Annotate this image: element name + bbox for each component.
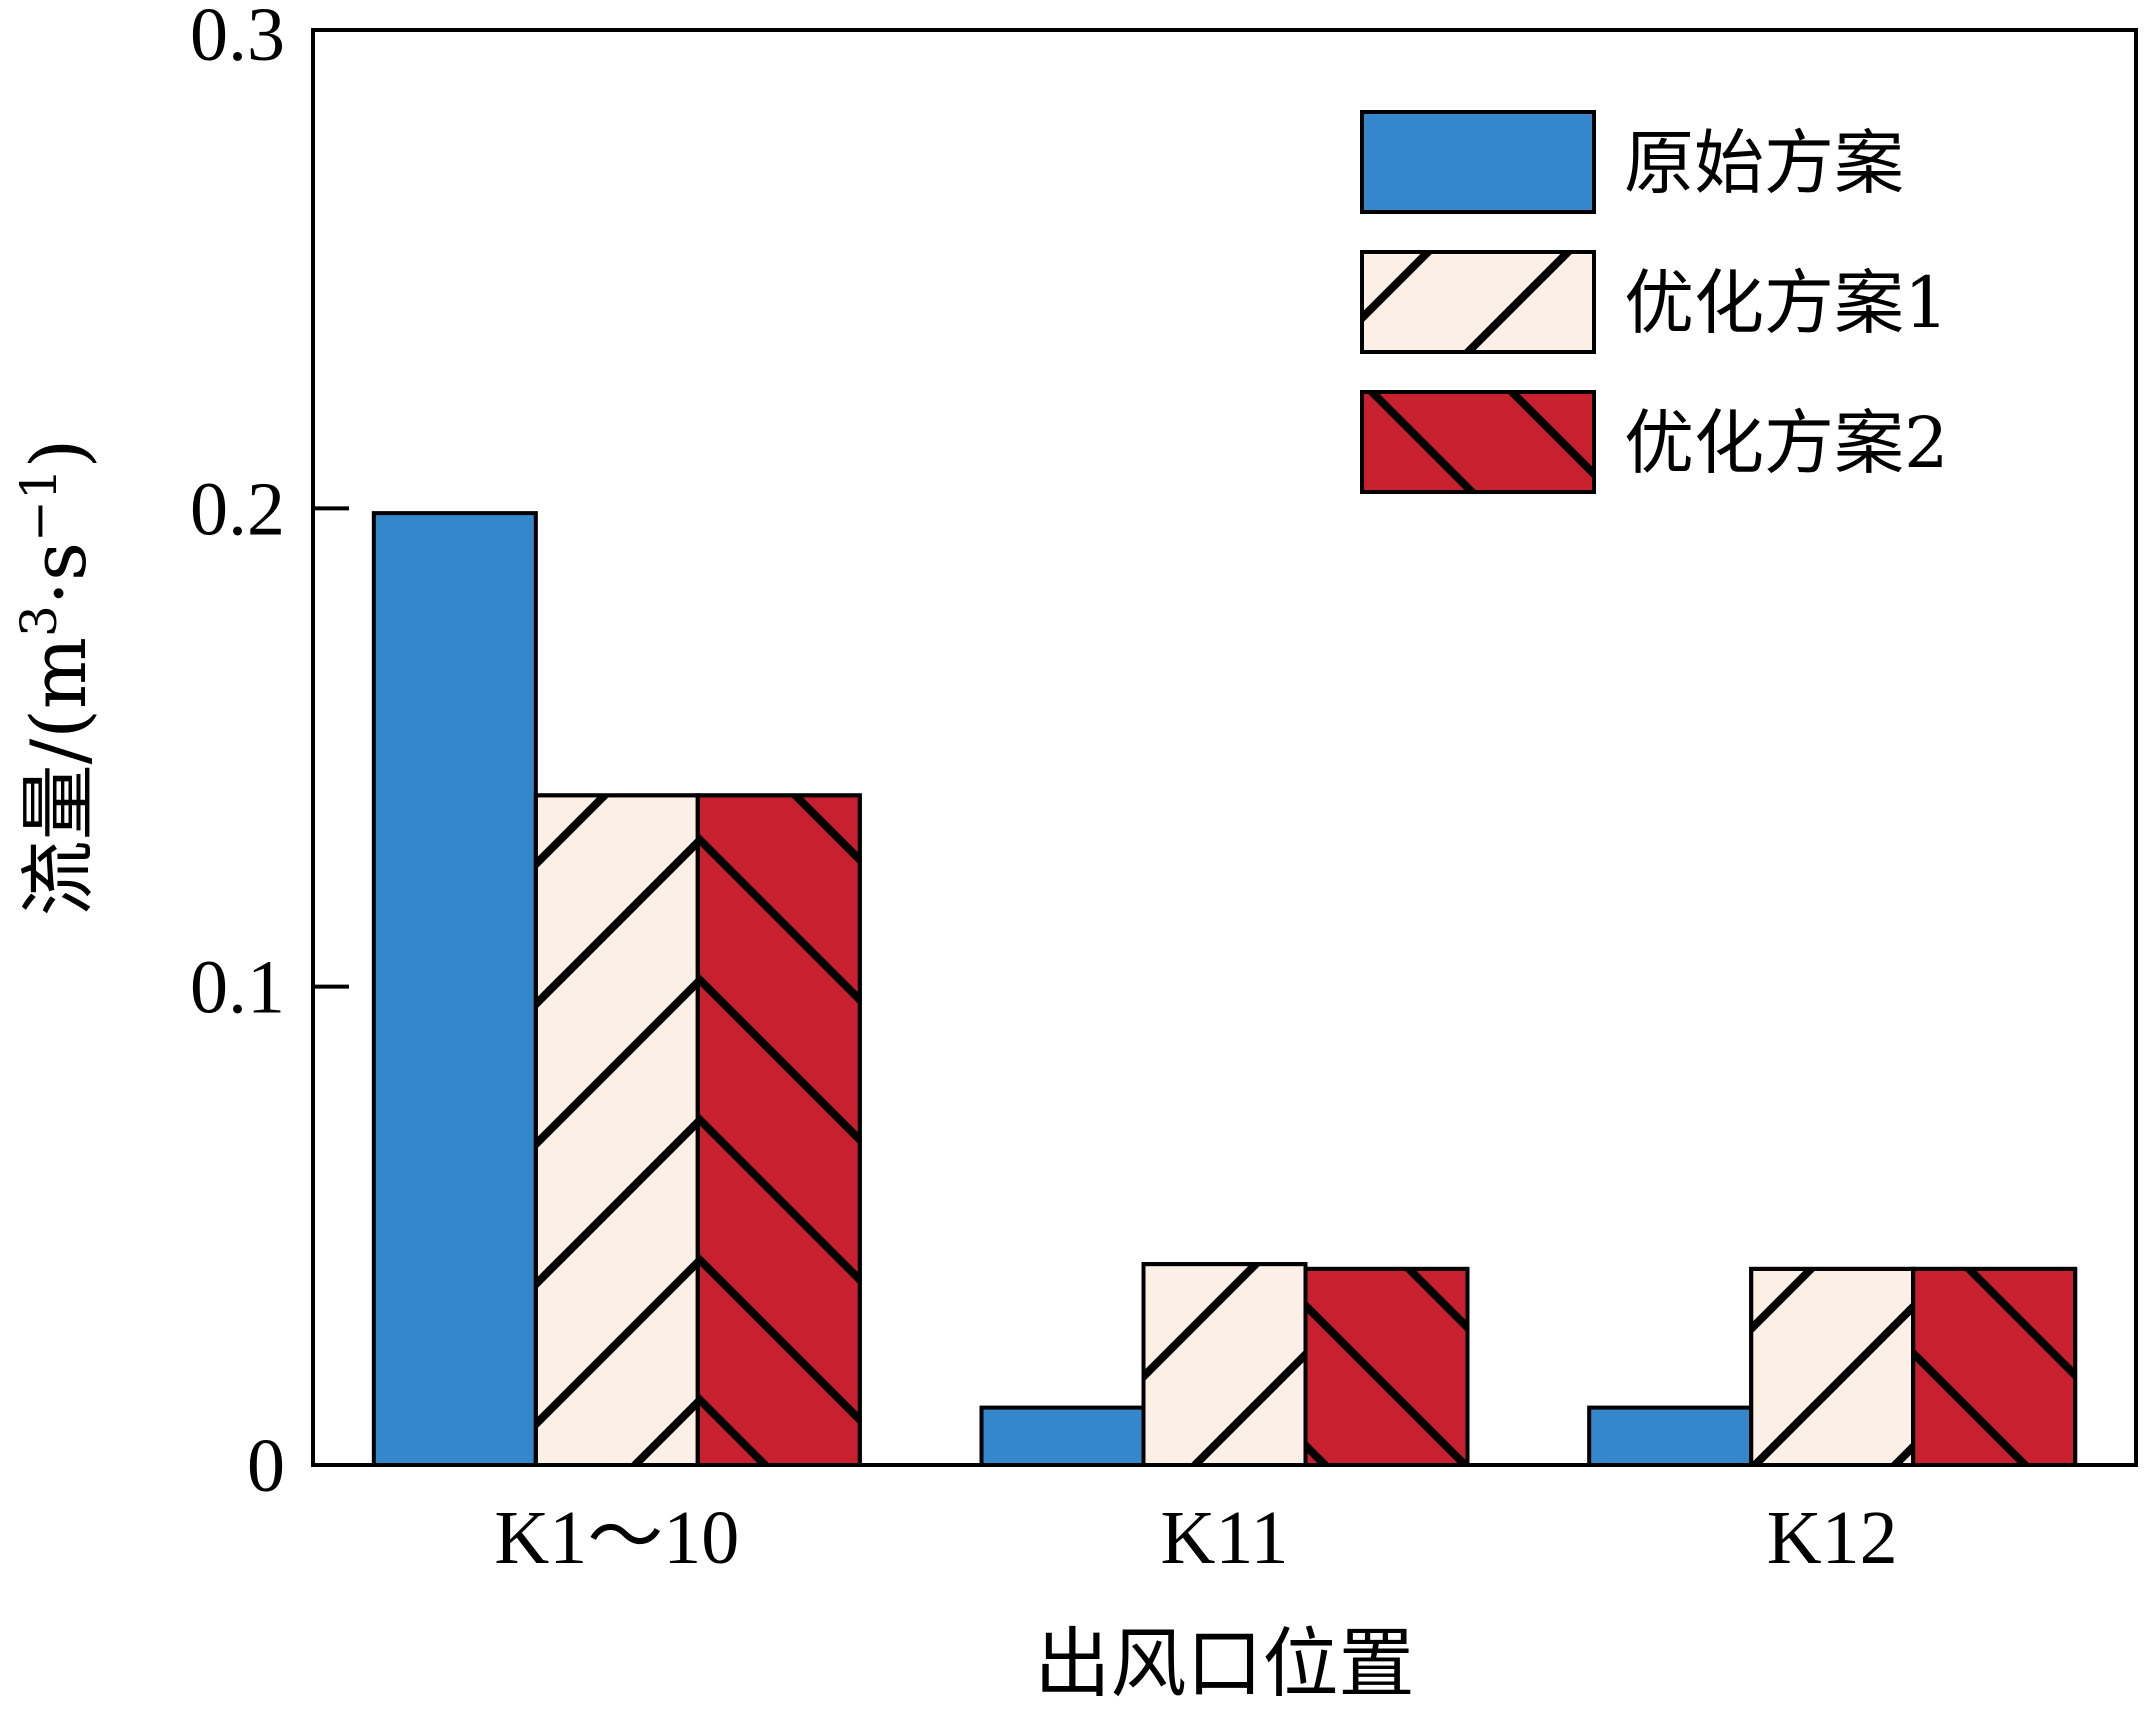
x-category-label: K11 <box>1160 1496 1288 1580</box>
x-category-label: K12 <box>1767 1496 1898 1580</box>
y-axis-title-sup1: 3 <box>10 605 68 637</box>
legend-swatch-hatch <box>1360 390 1596 494</box>
bar-1-1 <box>371 511 538 1467</box>
y-axis-title-mid: ·s <box>14 542 103 605</box>
legend-label: 优化方案2 <box>1624 402 1949 484</box>
x-axis-categories: K1～10 K11 K12 <box>494 1496 1897 1580</box>
y-tick-label: 0 <box>247 1424 285 1508</box>
legend-label: 原始方案 <box>1624 122 1904 204</box>
y-tick-label: 0.2 <box>190 467 285 551</box>
bar-1-3 <box>1587 1405 1754 1467</box>
x-axis-title: 出风口位置 <box>1035 1619 1415 1708</box>
bar-hatch-3-2 <box>1303 1266 1470 1467</box>
y-tick-label: 0.1 <box>190 946 285 1030</box>
bar-hatch-2-2 <box>1141 1262 1308 1467</box>
legend-swatch <box>1360 110 1596 214</box>
bars-layer <box>371 511 2078 1467</box>
y-axis-title-end: ) <box>14 439 103 469</box>
plot-frame <box>311 28 2138 1467</box>
y-axis-title: 流量/(m3·s−1) <box>10 439 103 917</box>
x-category-label: K1～10 <box>494 1496 739 1580</box>
legend-swatch-hatch <box>1360 250 1596 354</box>
y-tick-label: 0.3 <box>190 0 285 77</box>
y-axis-title-sup2: −1 <box>10 468 68 542</box>
bar-hatch-2-3 <box>1749 1266 1916 1467</box>
legend-label: 优化方案1 <box>1624 262 1949 344</box>
y-axis-title-main: 流量/(m <box>14 637 103 916</box>
bar-hatch-3-1 <box>695 793 862 1467</box>
y-axis-ticks: 0 0.1 0.2 0.3 <box>190 0 349 1508</box>
bar-1-2 <box>979 1405 1146 1467</box>
bar-hatch-3-3 <box>1911 1266 2078 1467</box>
bar-hatch-2-1 <box>533 793 700 1467</box>
